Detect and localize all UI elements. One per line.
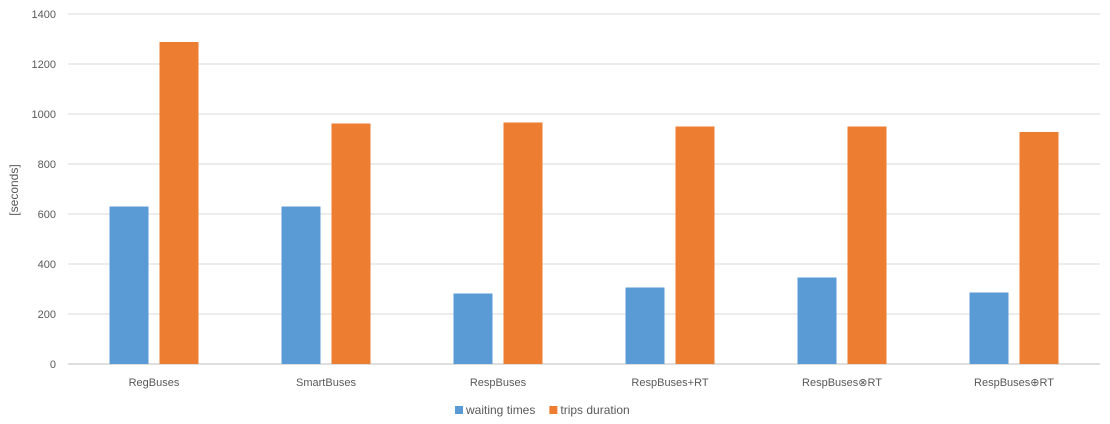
bar-trips-duration-3 [675, 126, 715, 364]
bar-trips-duration-4 [847, 126, 887, 364]
y-tick-label: 0 [50, 359, 56, 371]
bar-waiting-times-0 [109, 206, 149, 364]
bar-waiting-times-2 [453, 293, 493, 364]
bar-trips-duration-2 [503, 122, 543, 364]
y-axis-label: [seconds] [7, 164, 21, 215]
x-tick-label: SmartBuses [296, 377, 356, 389]
x-tick-label: RegBuses [129, 377, 180, 389]
bar-trips-duration-5 [1019, 132, 1059, 364]
gridlines [68, 13, 1100, 365]
y-tick-label: 400 [38, 259, 56, 271]
x-tick-label: RespBuses+RT [631, 377, 708, 389]
bar-waiting-times-3 [625, 287, 665, 364]
legend-label: trips duration [560, 403, 629, 417]
y-tick-label: 800 [38, 159, 56, 171]
bar-trips-duration-1 [331, 123, 371, 364]
legend-label: waiting times [465, 403, 535, 417]
y-tick-label: 600 [38, 209, 56, 221]
bar-waiting-times-4 [797, 277, 837, 364]
legend-swatch [455, 406, 463, 414]
bar-waiting-times-5 [969, 292, 1009, 364]
legend-swatch [549, 406, 558, 414]
y-tick-label: 200 [38, 309, 56, 321]
bar-waiting-times-1 [281, 206, 321, 364]
y-tick-label: 1200 [32, 59, 56, 71]
y-tick-label: 1000 [32, 109, 56, 121]
legend: waiting times trips duration [455, 403, 630, 417]
x-axis-ticks: RegBuses SmartBuses RespBuses RespBuses+RT R… [129, 377, 1055, 389]
bars [109, 42, 1059, 364]
x-tick-label: RespBuses [470, 377, 527, 389]
x-tick-label: RespBuses⊕RT [974, 377, 1054, 389]
x-tick-label: RespBuses⊗RT [802, 377, 882, 389]
y-tick-label: 1400 [32, 9, 56, 21]
y-axis-ticks: 0 200 400 600 800 1000 1200 1400 [32, 9, 56, 371]
bar-trips-duration-0 [159, 42, 199, 364]
